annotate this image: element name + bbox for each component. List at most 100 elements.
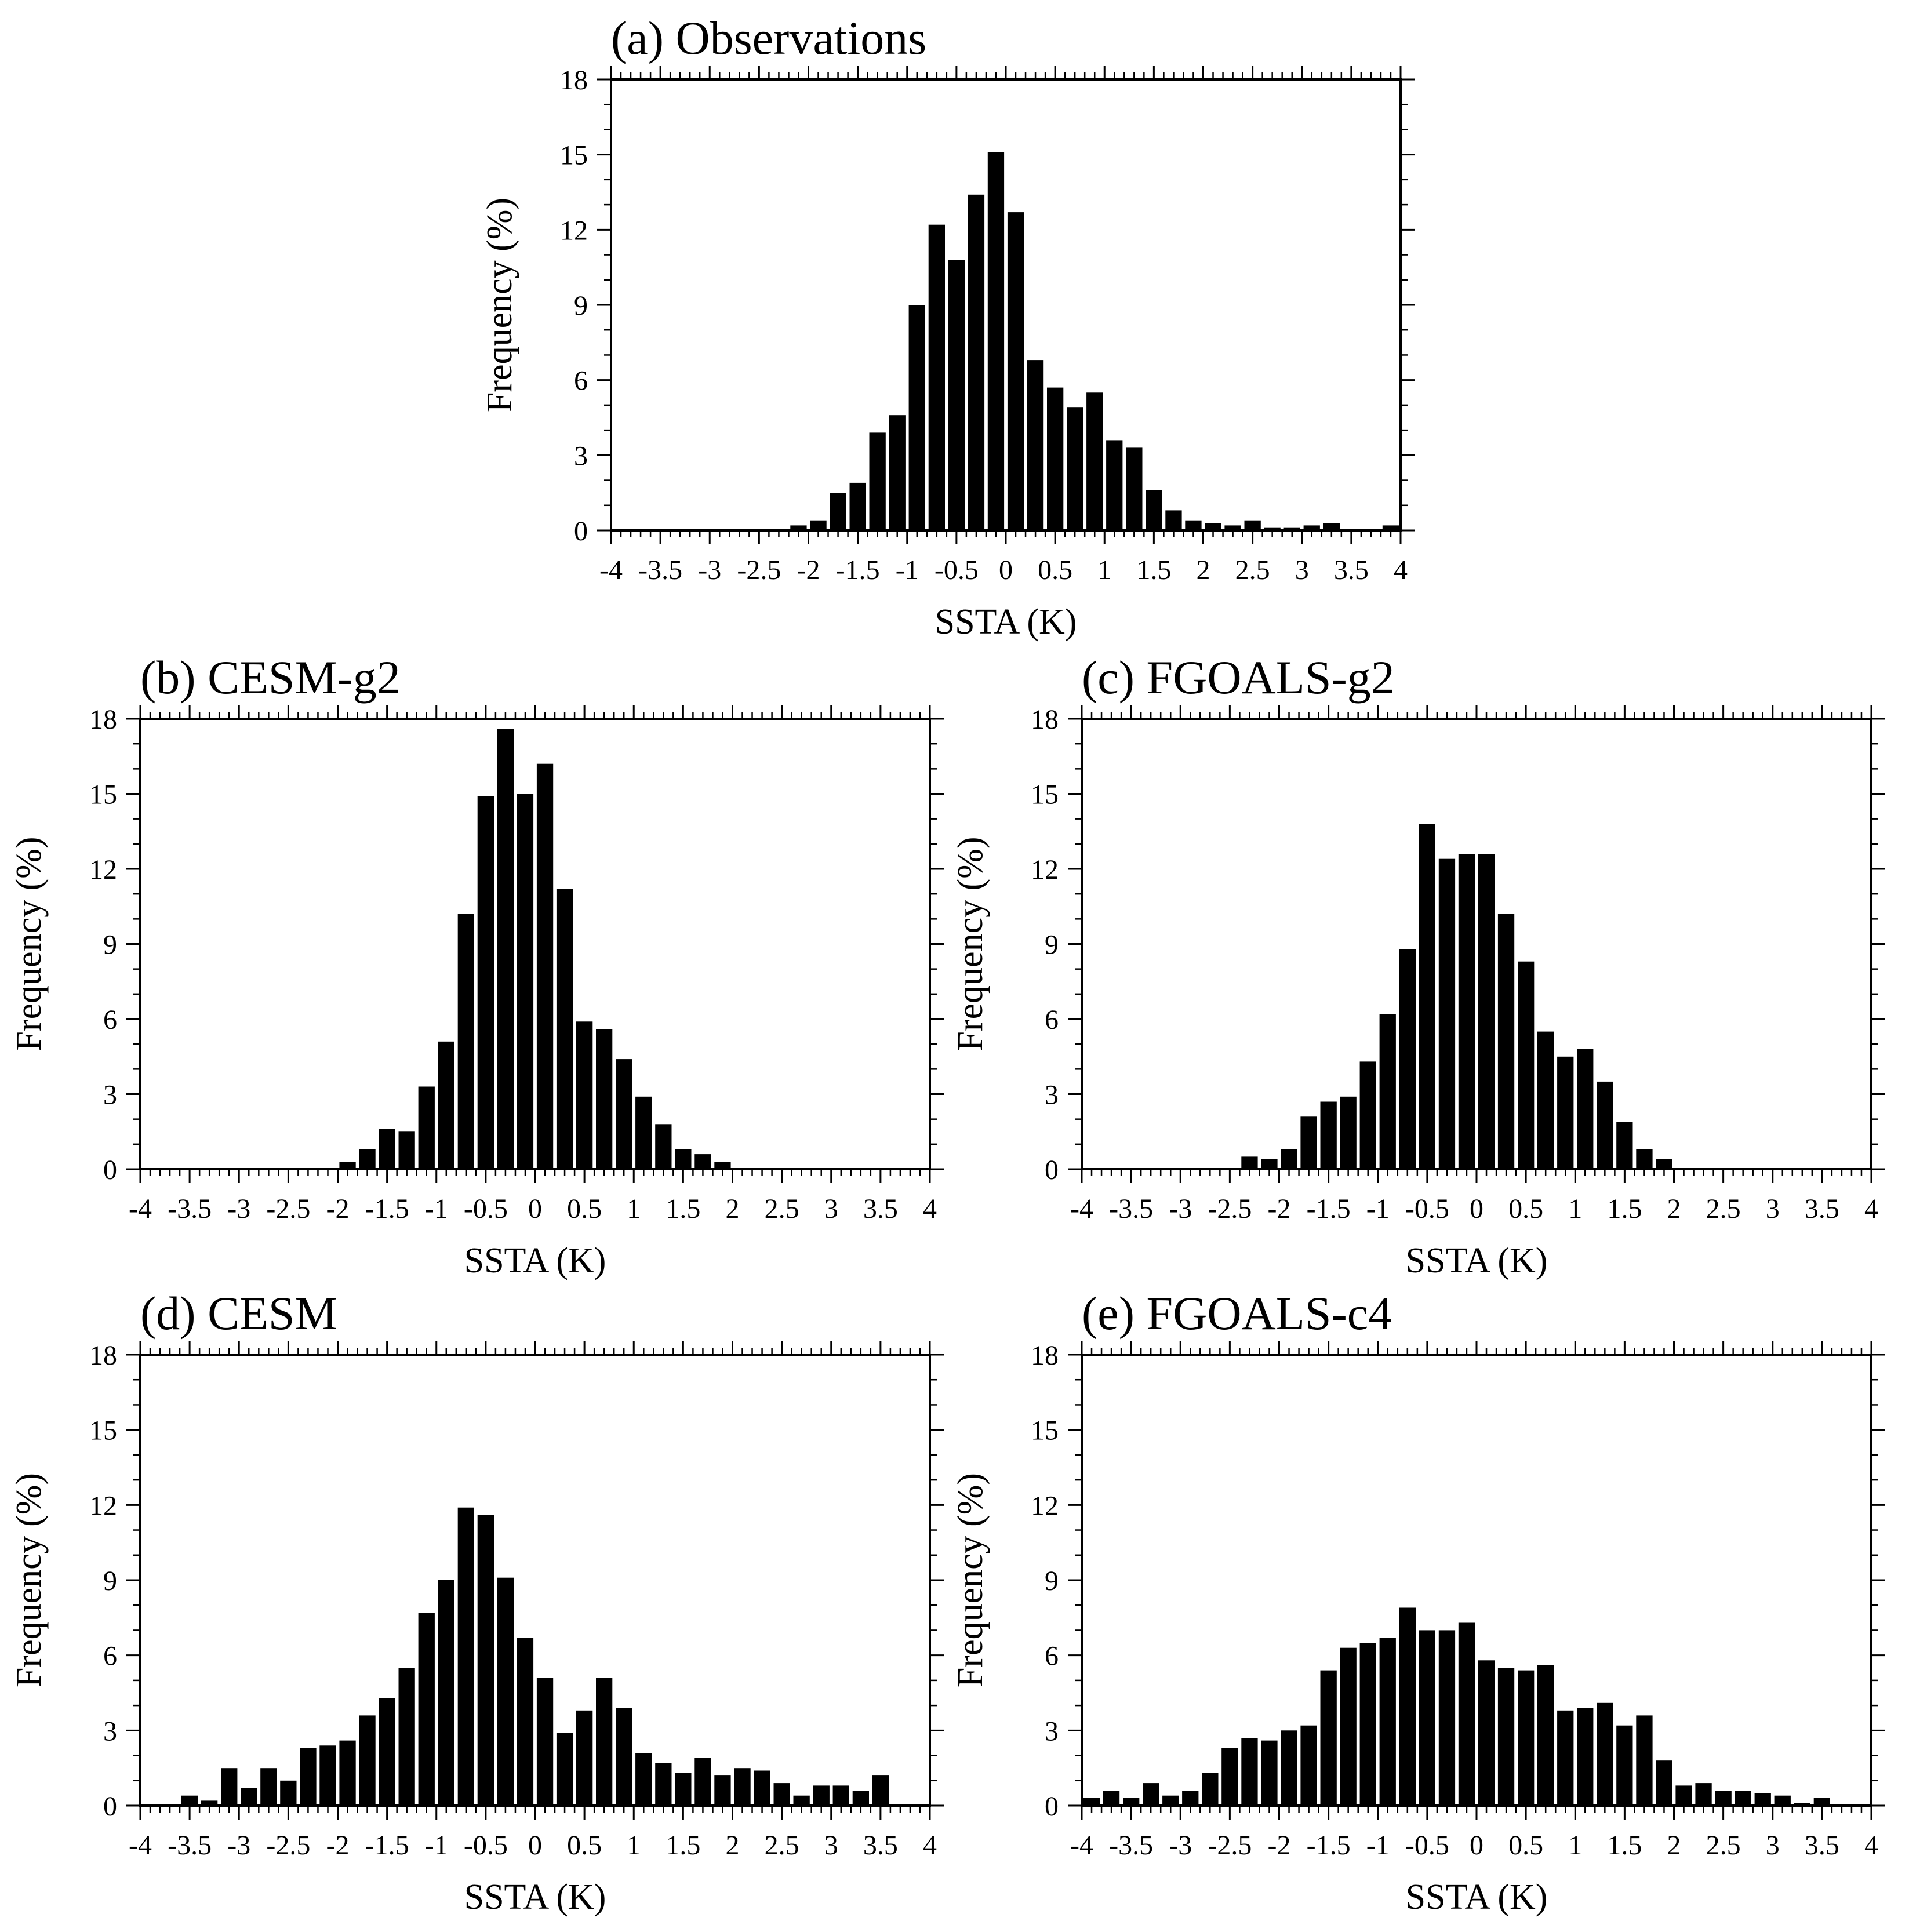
x-tick-label: 3 [824,1830,838,1861]
bar [1382,525,1399,530]
bar [1557,1056,1574,1170]
x-tick-label: 3.5 [1334,555,1369,585]
x-tick-label: -3.5 [1109,1830,1153,1861]
bar [714,1162,731,1169]
x-tick-label: -4 [599,555,623,585]
y-tick-label: 12 [560,215,588,246]
bar [1458,1622,1475,1806]
x-tick-label: -2 [1268,1194,1291,1224]
y-tick-label: 3 [574,441,588,471]
bar [517,794,534,1169]
y-tick-label: 6 [103,1005,117,1035]
bar [830,493,846,530]
bar [1165,510,1182,530]
x-tick-label: 0 [528,1194,542,1224]
bar [1557,1710,1574,1806]
y-tick-label: 15 [89,780,117,810]
x-tick-label: 4 [1394,555,1408,585]
x-tick-label: -2 [326,1194,350,1224]
bar [1813,1798,1830,1806]
x-axis-label: SSTA (K) [1406,1241,1548,1280]
x-tick-label: -0.5 [464,1194,508,1224]
y-tick-label: 0 [574,516,588,547]
bar [675,1149,692,1169]
x-tick-label: 1 [1568,1194,1582,1224]
bar [1419,824,1435,1169]
panel-a: -4 -3.5 -3 -2.5 -2 -1.5 -1 -0.5 0 0.5 1 1.5 2 2.5 3 3.5… [480,12,1415,642]
bar [1478,1660,1495,1806]
bar [1340,1096,1357,1169]
bar [1675,1785,1692,1806]
bar [1359,1643,1376,1806]
x-tick-label: 2 [1667,1194,1681,1224]
y-tick-label: 9 [574,290,588,321]
x-tick-label: 1.5 [666,1194,700,1224]
bar [576,1710,593,1806]
bar [1636,1715,1653,1806]
y-tick-label: 12 [1031,1490,1059,1521]
bar [181,1795,198,1806]
bar [1597,1081,1613,1169]
y-axis-label: Frequency (%) [9,836,49,1051]
bar [1597,1702,1613,1806]
x-tick-label: 2 [726,1194,740,1224]
x-tick-label: 3 [1766,1194,1780,1224]
bar [1281,1730,1297,1806]
bar [1182,1791,1199,1806]
bar [773,1783,790,1806]
x-tick-label: 2.5 [1235,555,1270,585]
bar [1283,527,1300,530]
x-tick-label: -3.5 [1109,1194,1153,1224]
panel-title: (e) FGOALS-c4 [1082,1287,1392,1340]
bar [1103,1791,1120,1806]
bar [1323,523,1340,530]
bar [1518,961,1535,1169]
bar [1202,1773,1219,1806]
bar [1458,854,1475,1169]
x-tick-label: -2 [1268,1830,1291,1861]
x-tick-label: 3.5 [863,1194,898,1224]
bar [1261,1159,1278,1169]
bar [1027,360,1044,530]
bar [1438,858,1456,1169]
panel-title: (d) CESM [140,1287,337,1340]
x-tick-label: 1 [627,1194,641,1224]
x-tick-label: 1.5 [1607,1830,1642,1861]
bar [1379,1014,1396,1169]
y-tick-label: 3 [1045,1716,1059,1747]
bar [398,1668,415,1806]
bar [438,1580,454,1806]
bar [849,482,866,530]
panel-title: (a) Observations [611,12,926,64]
y-axis-label: Frequency (%) [951,836,990,1051]
bar [1537,1665,1554,1806]
panel-e: -4 -3.5 -3 -2.5 -2 -1.5 -1 -0.5 0 0.5 1 1.5 2 2.5 3 3.5… [951,1287,1885,1917]
x-tick-label: -1 [896,555,919,585]
x-tick-label: -2.5 [1208,1830,1252,1861]
bar [596,1678,613,1806]
bar [1261,1740,1278,1806]
x-tick-label: 0.5 [567,1194,602,1224]
bar [280,1780,297,1806]
bar [1264,527,1281,530]
bar [928,224,945,530]
bar [241,1788,257,1806]
bar [1656,1760,1672,1806]
y-tick-label: 18 [1031,704,1059,735]
bar [987,152,1005,530]
y-tick-label: 18 [89,704,117,735]
bar [1241,1738,1258,1806]
bar [1300,1116,1317,1169]
y-tick-label: 15 [560,140,588,171]
bar [497,729,514,1169]
x-tick-label: 0 [999,555,1013,585]
bar [1438,1630,1456,1806]
y-tick-label: 3 [103,1080,117,1111]
x-tick-label: 2.5 [765,1194,799,1224]
panel-b: -4 -3.5 -3 -2.5 -2 -1.5 -1 -0.5 0 0.5 1 1.5 2 2.5 3 3.5… [9,651,944,1280]
bar [655,1124,672,1169]
bar [1754,1793,1771,1806]
x-tick-label: 2.5 [765,1830,799,1861]
bar [1300,1725,1317,1806]
panel-c: -4 -3.5 -3 -2.5 -2 -1.5 -1 -0.5 0 0.5 1 1.5 2 2.5 3 3.5… [951,651,1885,1280]
